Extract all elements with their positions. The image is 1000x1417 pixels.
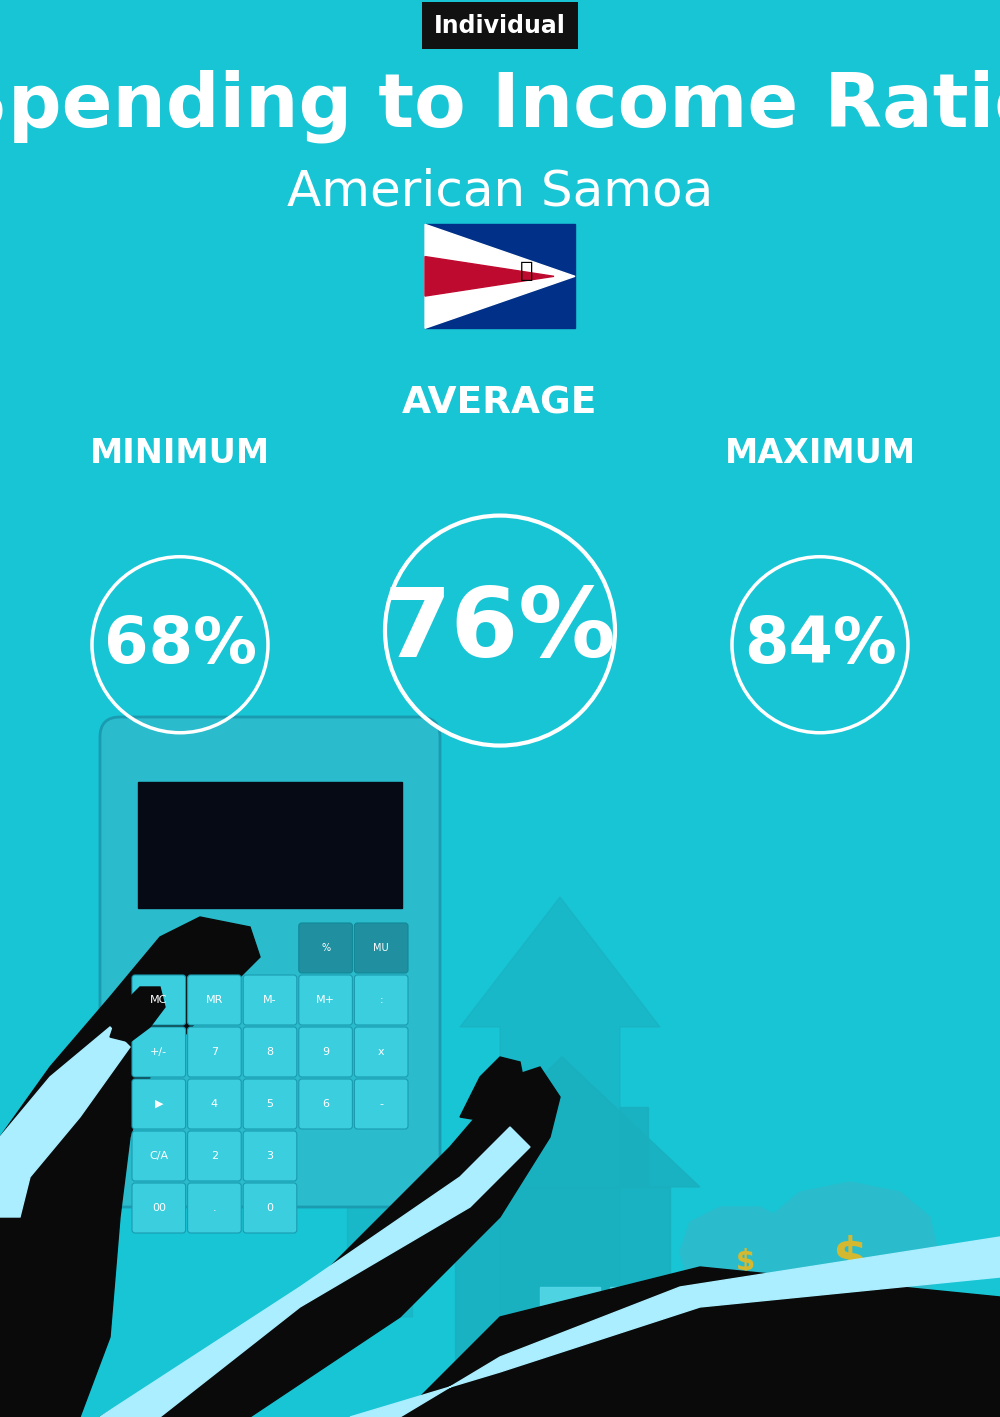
FancyBboxPatch shape — [299, 922, 352, 973]
FancyBboxPatch shape — [354, 1027, 408, 1077]
FancyBboxPatch shape — [243, 975, 297, 1024]
Text: -: - — [379, 1100, 383, 1110]
Bar — [610, 1315, 730, 1325]
Bar — [720, 1309, 760, 1322]
FancyBboxPatch shape — [188, 975, 241, 1024]
Text: MR: MR — [206, 995, 223, 1005]
Text: 9: 9 — [322, 1047, 329, 1057]
Text: 7: 7 — [211, 1047, 218, 1057]
Polygon shape — [455, 1187, 670, 1397]
Text: Spending to Income Ratio: Spending to Income Ratio — [0, 69, 1000, 143]
Polygon shape — [200, 1067, 560, 1417]
Bar — [610, 1301, 730, 1311]
FancyBboxPatch shape — [100, 717, 440, 1207]
Text: 8: 8 — [266, 1047, 274, 1057]
Text: x: x — [378, 1047, 385, 1057]
Text: 2: 2 — [211, 1151, 218, 1161]
Text: 5: 5 — [266, 1100, 274, 1110]
FancyArrow shape — [325, 1037, 435, 1316]
Bar — [610, 1357, 730, 1367]
Polygon shape — [110, 988, 165, 1041]
Bar — [138, 782, 402, 908]
Polygon shape — [460, 1057, 525, 1122]
Text: MU: MU — [373, 942, 389, 954]
FancyBboxPatch shape — [243, 1027, 297, 1077]
Text: American Samoa: American Samoa — [287, 167, 713, 215]
Text: 6: 6 — [322, 1100, 329, 1110]
FancyBboxPatch shape — [132, 1027, 186, 1077]
Polygon shape — [0, 917, 260, 1417]
FancyBboxPatch shape — [132, 1078, 186, 1129]
FancyBboxPatch shape — [243, 1131, 297, 1180]
Text: 00: 00 — [152, 1203, 166, 1213]
Polygon shape — [350, 1237, 1000, 1417]
Polygon shape — [425, 256, 554, 296]
FancyBboxPatch shape — [188, 1027, 241, 1077]
Polygon shape — [0, 1027, 130, 1217]
Text: :: : — [379, 995, 383, 1005]
Text: AVERAGE: AVERAGE — [402, 385, 598, 422]
Text: +/-: +/- — [150, 1047, 167, 1057]
Text: 4: 4 — [211, 1100, 218, 1110]
Text: MINIMUM: MINIMUM — [90, 436, 270, 470]
Polygon shape — [100, 1107, 540, 1417]
Bar — [610, 1329, 730, 1339]
Text: Individual: Individual — [434, 14, 566, 37]
FancyBboxPatch shape — [188, 1183, 241, 1233]
Bar — [610, 1343, 730, 1353]
FancyBboxPatch shape — [132, 975, 186, 1024]
Bar — [540, 1287, 600, 1397]
FancyBboxPatch shape — [354, 1078, 408, 1129]
Bar — [425, 224, 575, 329]
Bar — [810, 1331, 870, 1343]
Text: $: $ — [833, 1236, 867, 1282]
Polygon shape — [425, 224, 575, 329]
FancyBboxPatch shape — [132, 1131, 186, 1180]
FancyBboxPatch shape — [299, 1027, 352, 1077]
FancyBboxPatch shape — [299, 975, 352, 1024]
Text: %: % — [321, 942, 330, 954]
Text: .: . — [213, 1203, 216, 1213]
FancyBboxPatch shape — [354, 922, 408, 973]
Text: $: $ — [735, 1248, 755, 1275]
FancyBboxPatch shape — [132, 1183, 186, 1233]
FancyArrow shape — [460, 897, 660, 1316]
FancyBboxPatch shape — [299, 1078, 352, 1129]
Polygon shape — [400, 1267, 1000, 1417]
Polygon shape — [100, 1127, 530, 1417]
FancyBboxPatch shape — [188, 1131, 241, 1180]
Polygon shape — [760, 1182, 940, 1338]
Text: 🦅: 🦅 — [520, 261, 533, 281]
Text: ▶: ▶ — [155, 1100, 163, 1110]
Text: 68%: 68% — [104, 614, 256, 676]
Polygon shape — [425, 1057, 700, 1187]
Text: MAXIMUM: MAXIMUM — [724, 436, 916, 470]
Text: 76%: 76% — [384, 584, 616, 677]
FancyBboxPatch shape — [188, 1078, 241, 1129]
Text: 0: 0 — [266, 1203, 274, 1213]
Bar — [610, 1287, 730, 1297]
Bar — [620, 1107, 648, 1187]
Text: MC: MC — [150, 995, 167, 1005]
Text: M+: M+ — [316, 995, 335, 1005]
Polygon shape — [680, 1207, 800, 1316]
Text: C/A: C/A — [149, 1151, 168, 1161]
Text: M-: M- — [263, 995, 277, 1005]
FancyBboxPatch shape — [243, 1078, 297, 1129]
FancyBboxPatch shape — [243, 1183, 297, 1233]
Text: 3: 3 — [266, 1151, 274, 1161]
Text: 84%: 84% — [744, 614, 896, 676]
FancyBboxPatch shape — [354, 975, 408, 1024]
